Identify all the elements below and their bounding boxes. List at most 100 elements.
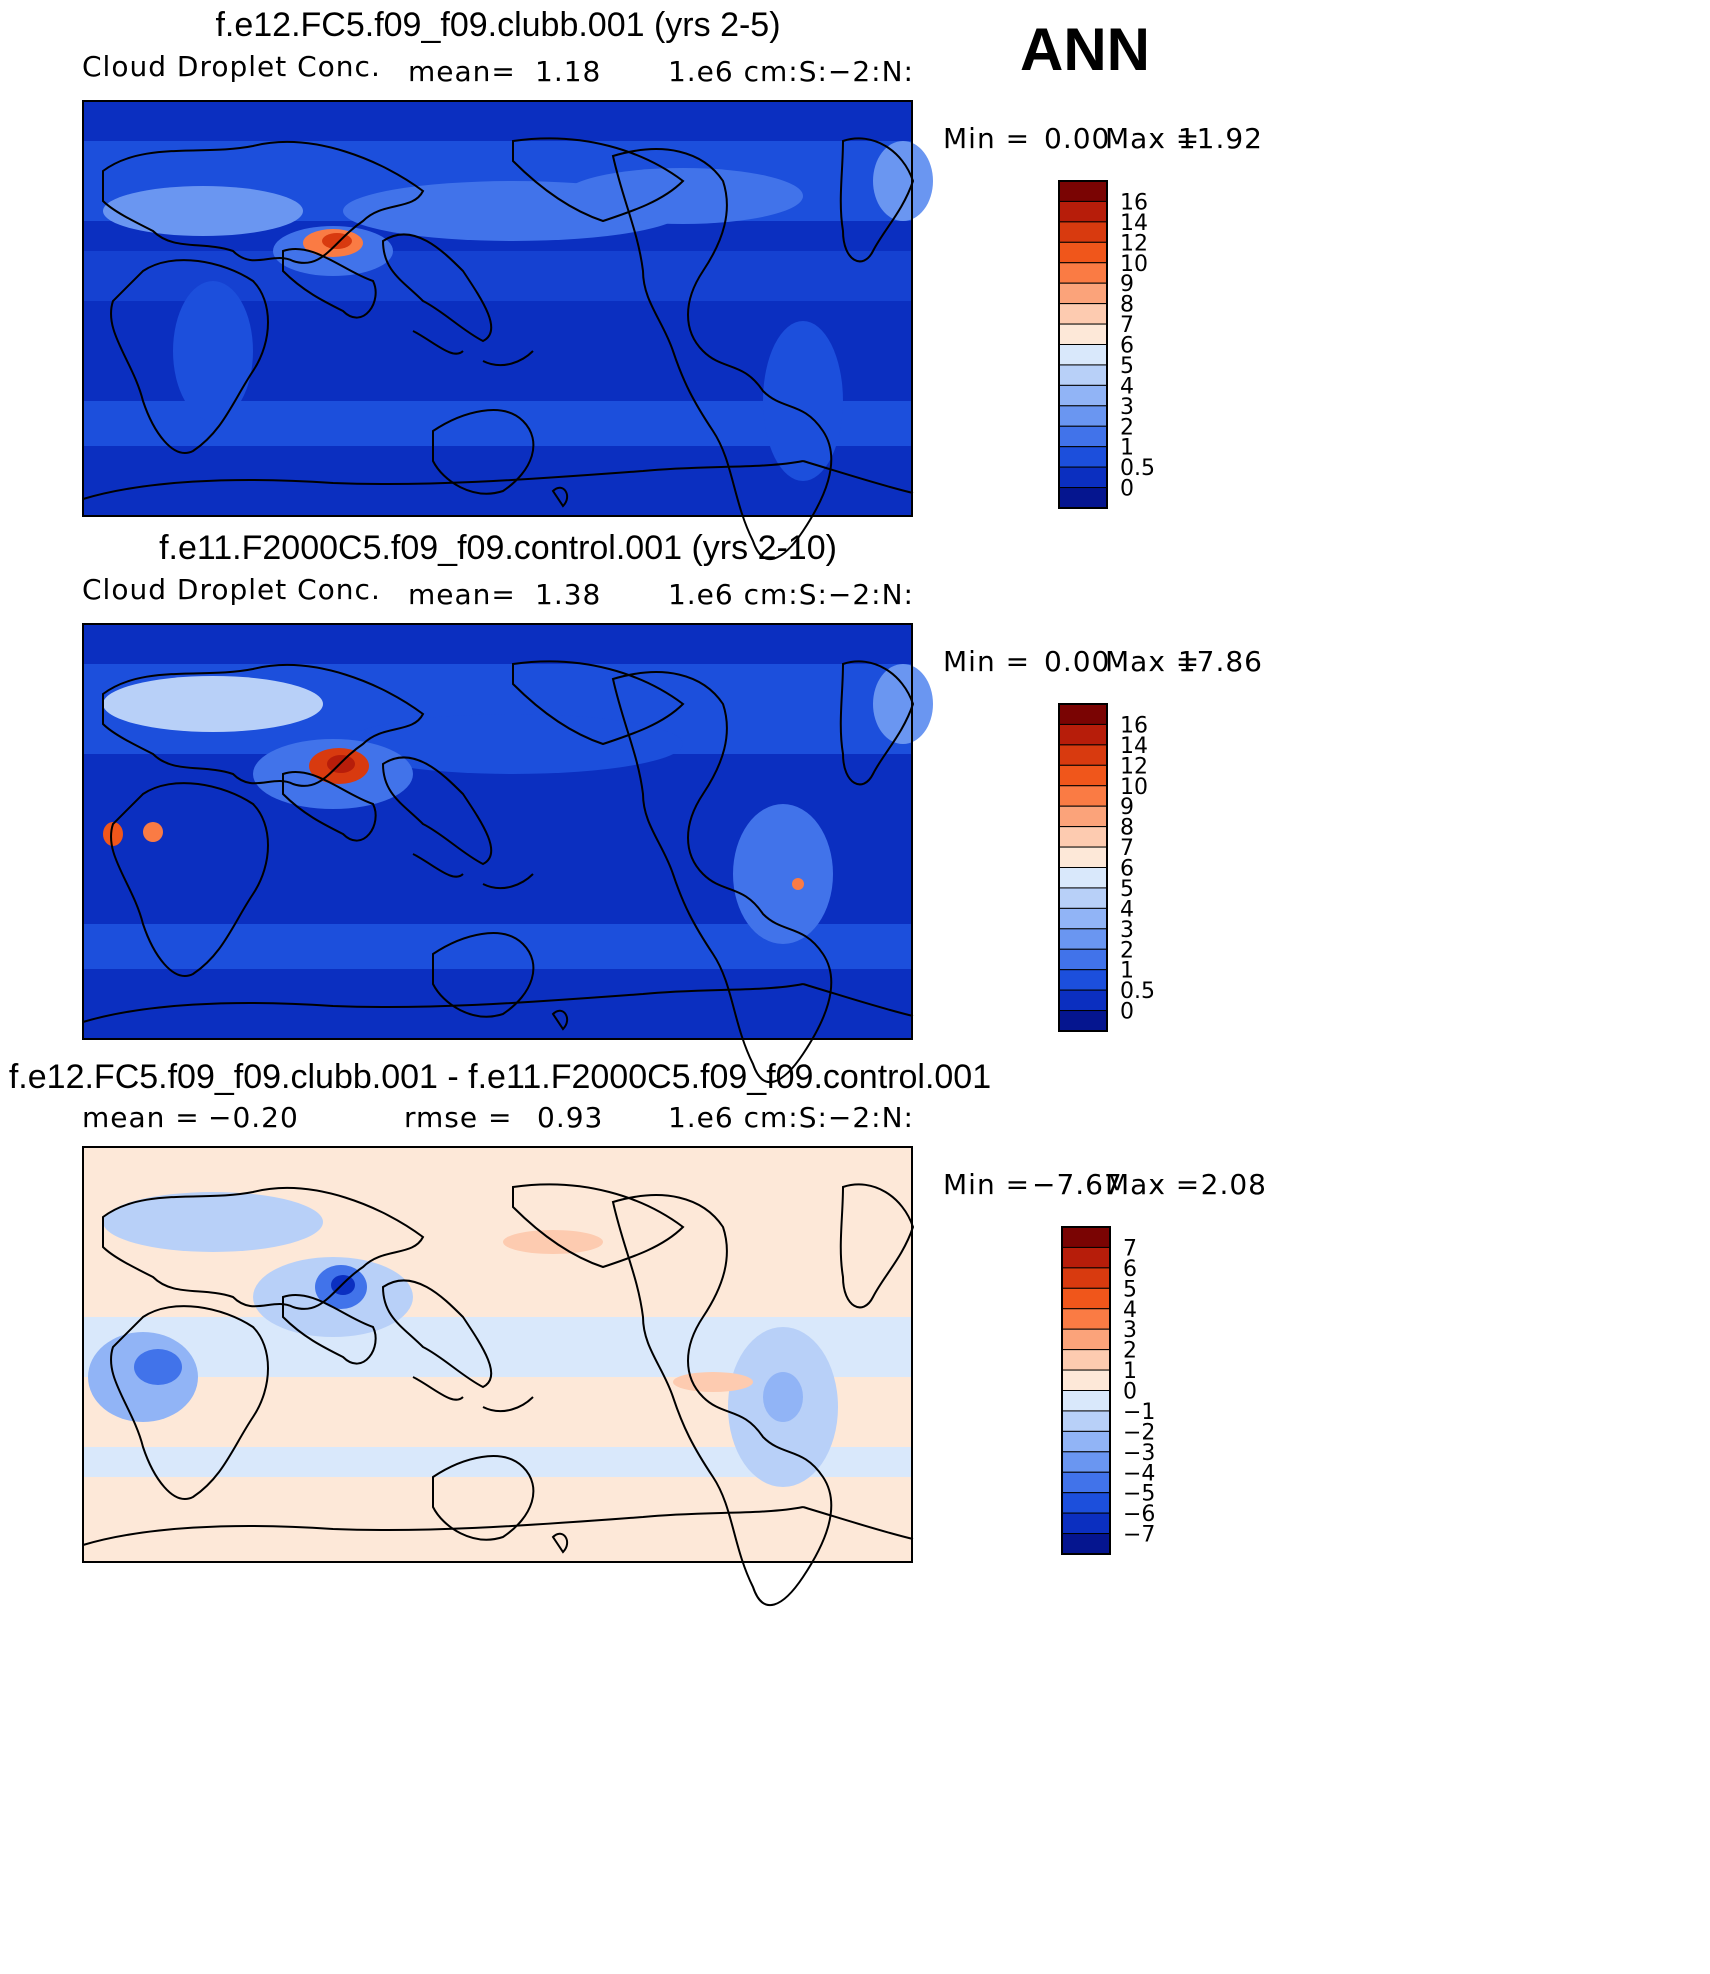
colorbar-tick-label: 3 [1120, 395, 1134, 420]
colorbar-tick-label: −5 [1123, 1482, 1155, 1507]
colorbar-tick-label: 0.5 [1120, 979, 1155, 1004]
colorbar-tick-label: −2 [1123, 1420, 1155, 1445]
panel-1-units: 1.e6 cm:S:−2:N: [668, 55, 914, 88]
colorbar-tick-label: 14 [1120, 734, 1148, 759]
colorbar-tick-label: 2 [1120, 415, 1134, 440]
panel-2-title: f.e11.F2000C5.f09_f09.control.001 (yrs 2… [159, 529, 837, 567]
panel-3-rmse-value: 0.93 [537, 1101, 603, 1134]
colorbar-tick-label: −1 [1123, 1400, 1155, 1425]
colorbar-outline [1058, 703, 1108, 1032]
panel-1-min-label: Min = [943, 122, 1030, 155]
colorbar-swatch [1061, 1512, 1111, 1535]
colorbar-swatch [1058, 262, 1108, 284]
colorbar-tick-label: 8 [1120, 816, 1134, 841]
colorbar-tick-label: 0 [1123, 1380, 1137, 1405]
colorbar-tick-label: 10 [1120, 252, 1148, 277]
colorbar-swatch [1061, 1430, 1111, 1453]
colorbar-swatch [1058, 221, 1108, 243]
colorbar-tick-label: 5 [1120, 877, 1134, 902]
colorbar-swatch [1058, 466, 1108, 489]
colorbar-tick-label: 8 [1120, 293, 1134, 318]
colorbar-swatch [1058, 928, 1108, 950]
panel-2-mean-label: mean= [408, 578, 516, 611]
panel-3-min-label: Min = [943, 1168, 1030, 1201]
colorbar-swatch [1058, 703, 1108, 725]
colorbar-swatch [1061, 1451, 1111, 1473]
colorbar-tick-label: 4 [1120, 897, 1134, 922]
colorbar-tick-label: 5 [1120, 354, 1134, 379]
colorbar-tick-label: 16 [1120, 190, 1148, 215]
panel-1-title: f.e12.FC5.f09_f09.clubb.001 (yrs 2-5) [215, 6, 780, 44]
panel-1-variable-label: Cloud Droplet Conc. [82, 50, 381, 83]
colorbar-swatch [1058, 785, 1108, 807]
panel-2: f.e11.F2000C5.f09_f09.control.001 (yrs 2… [82, 529, 1263, 1084]
colorbar-tick-label: 0.5 [1120, 456, 1155, 481]
panel-3-max-label: Max = [1105, 1168, 1200, 1201]
colorbar-swatch [1058, 948, 1108, 971]
colorbar-tick-label: 0 [1120, 1000, 1134, 1025]
colorbar-tick-label: 4 [1123, 1298, 1137, 1323]
panel-2-mean-value: 1.38 [535, 578, 601, 611]
colorbar-tick-label: 3 [1120, 918, 1134, 943]
panel-3: f.e12.FC5.f09_f09.clubb.001 - f.e11.F200… [9, 1058, 1267, 1607]
colorbar-tick-label: 1 [1120, 959, 1134, 984]
colorbar-swatch [1058, 989, 1108, 1012]
colorbar-swatch [1058, 1010, 1108, 1032]
colorbar-swatch [1058, 323, 1108, 345]
colorbar-swatch [1058, 405, 1108, 427]
colorbar-swatch [1061, 1349, 1111, 1371]
colorbar-tick-label: 7 [1123, 1236, 1137, 1261]
colorbar-outline [1061, 1226, 1111, 1555]
colorbar-swatch [1058, 826, 1108, 848]
colorbar-tick-label: 1 [1120, 436, 1134, 461]
colorbar-tick-label: 4 [1120, 374, 1134, 399]
colorbar-tick-label: 7 [1120, 836, 1134, 861]
panel-3-max-value: 2.08 [1201, 1168, 1267, 1201]
colorbar-swatch [1061, 1267, 1111, 1289]
colorbar-tick-label: −4 [1123, 1461, 1155, 1486]
panel-2-min-label: Min = [943, 645, 1030, 678]
colorbar-swatch [1058, 344, 1108, 366]
colorbar-tick-label: 0 [1120, 477, 1134, 502]
colorbar-swatch [1058, 241, 1108, 264]
colorbar-tick-label: −7 [1123, 1523, 1155, 1548]
colorbar-tick-label: 1 [1123, 1359, 1137, 1384]
colorbar-tick-label: 10 [1120, 775, 1148, 800]
panel-1-max-label: Max = [1105, 122, 1200, 155]
colorbar-tick-label: 6 [1120, 334, 1134, 359]
colorbar-tick-label: −3 [1123, 1441, 1155, 1466]
colorbar-tick-label: −6 [1123, 1502, 1155, 1527]
colorbar-swatch [1058, 425, 1108, 448]
colorbar-tick-label: 2 [1123, 1339, 1137, 1364]
panel-3-min-value: −7.67 [1032, 1168, 1123, 1201]
colorbar-outline [1058, 180, 1108, 509]
colorbar-tick-label: 2 [1120, 938, 1134, 963]
colorbar-swatch [1058, 744, 1108, 766]
colorbar-swatch [1061, 1471, 1111, 1494]
season-label: ANN [1020, 16, 1150, 83]
colorbar-swatch [1058, 364, 1108, 386]
colorbar-swatch [1058, 303, 1108, 325]
panel-1-mean-label: mean= [408, 55, 516, 88]
colorbar-swatch [1058, 887, 1108, 909]
colorbar-tick-label: 9 [1120, 272, 1134, 297]
panel-2-max-value: 17.86 [1178, 645, 1263, 678]
colorbar-tick-label: 16 [1120, 713, 1148, 738]
colorbar-tick-label: 5 [1123, 1277, 1137, 1302]
colorbar-tick-label: 3 [1123, 1318, 1137, 1343]
colorbar-tick-label: 7 [1120, 313, 1134, 338]
panel-3-map [82, 1146, 914, 1607]
colorbar-swatch [1061, 1287, 1111, 1310]
panel-2-map [82, 623, 933, 1084]
colorbar-swatch [1058, 282, 1108, 305]
colorbar-tick-label: 12 [1120, 754, 1148, 779]
colorbar-swatch [1058, 446, 1108, 468]
colorbar-swatch [1061, 1226, 1111, 1248]
panel-3-units: 1.e6 cm:S:−2:N: [668, 1101, 914, 1134]
panel-3-mean-label: mean = [82, 1101, 200, 1134]
colorbar-swatch [1061, 1533, 1111, 1555]
colorbar-tick-label: 6 [1123, 1257, 1137, 1282]
colorbar-swatch [1061, 1246, 1111, 1269]
panel-1-max-value: 11.92 [1178, 122, 1263, 155]
